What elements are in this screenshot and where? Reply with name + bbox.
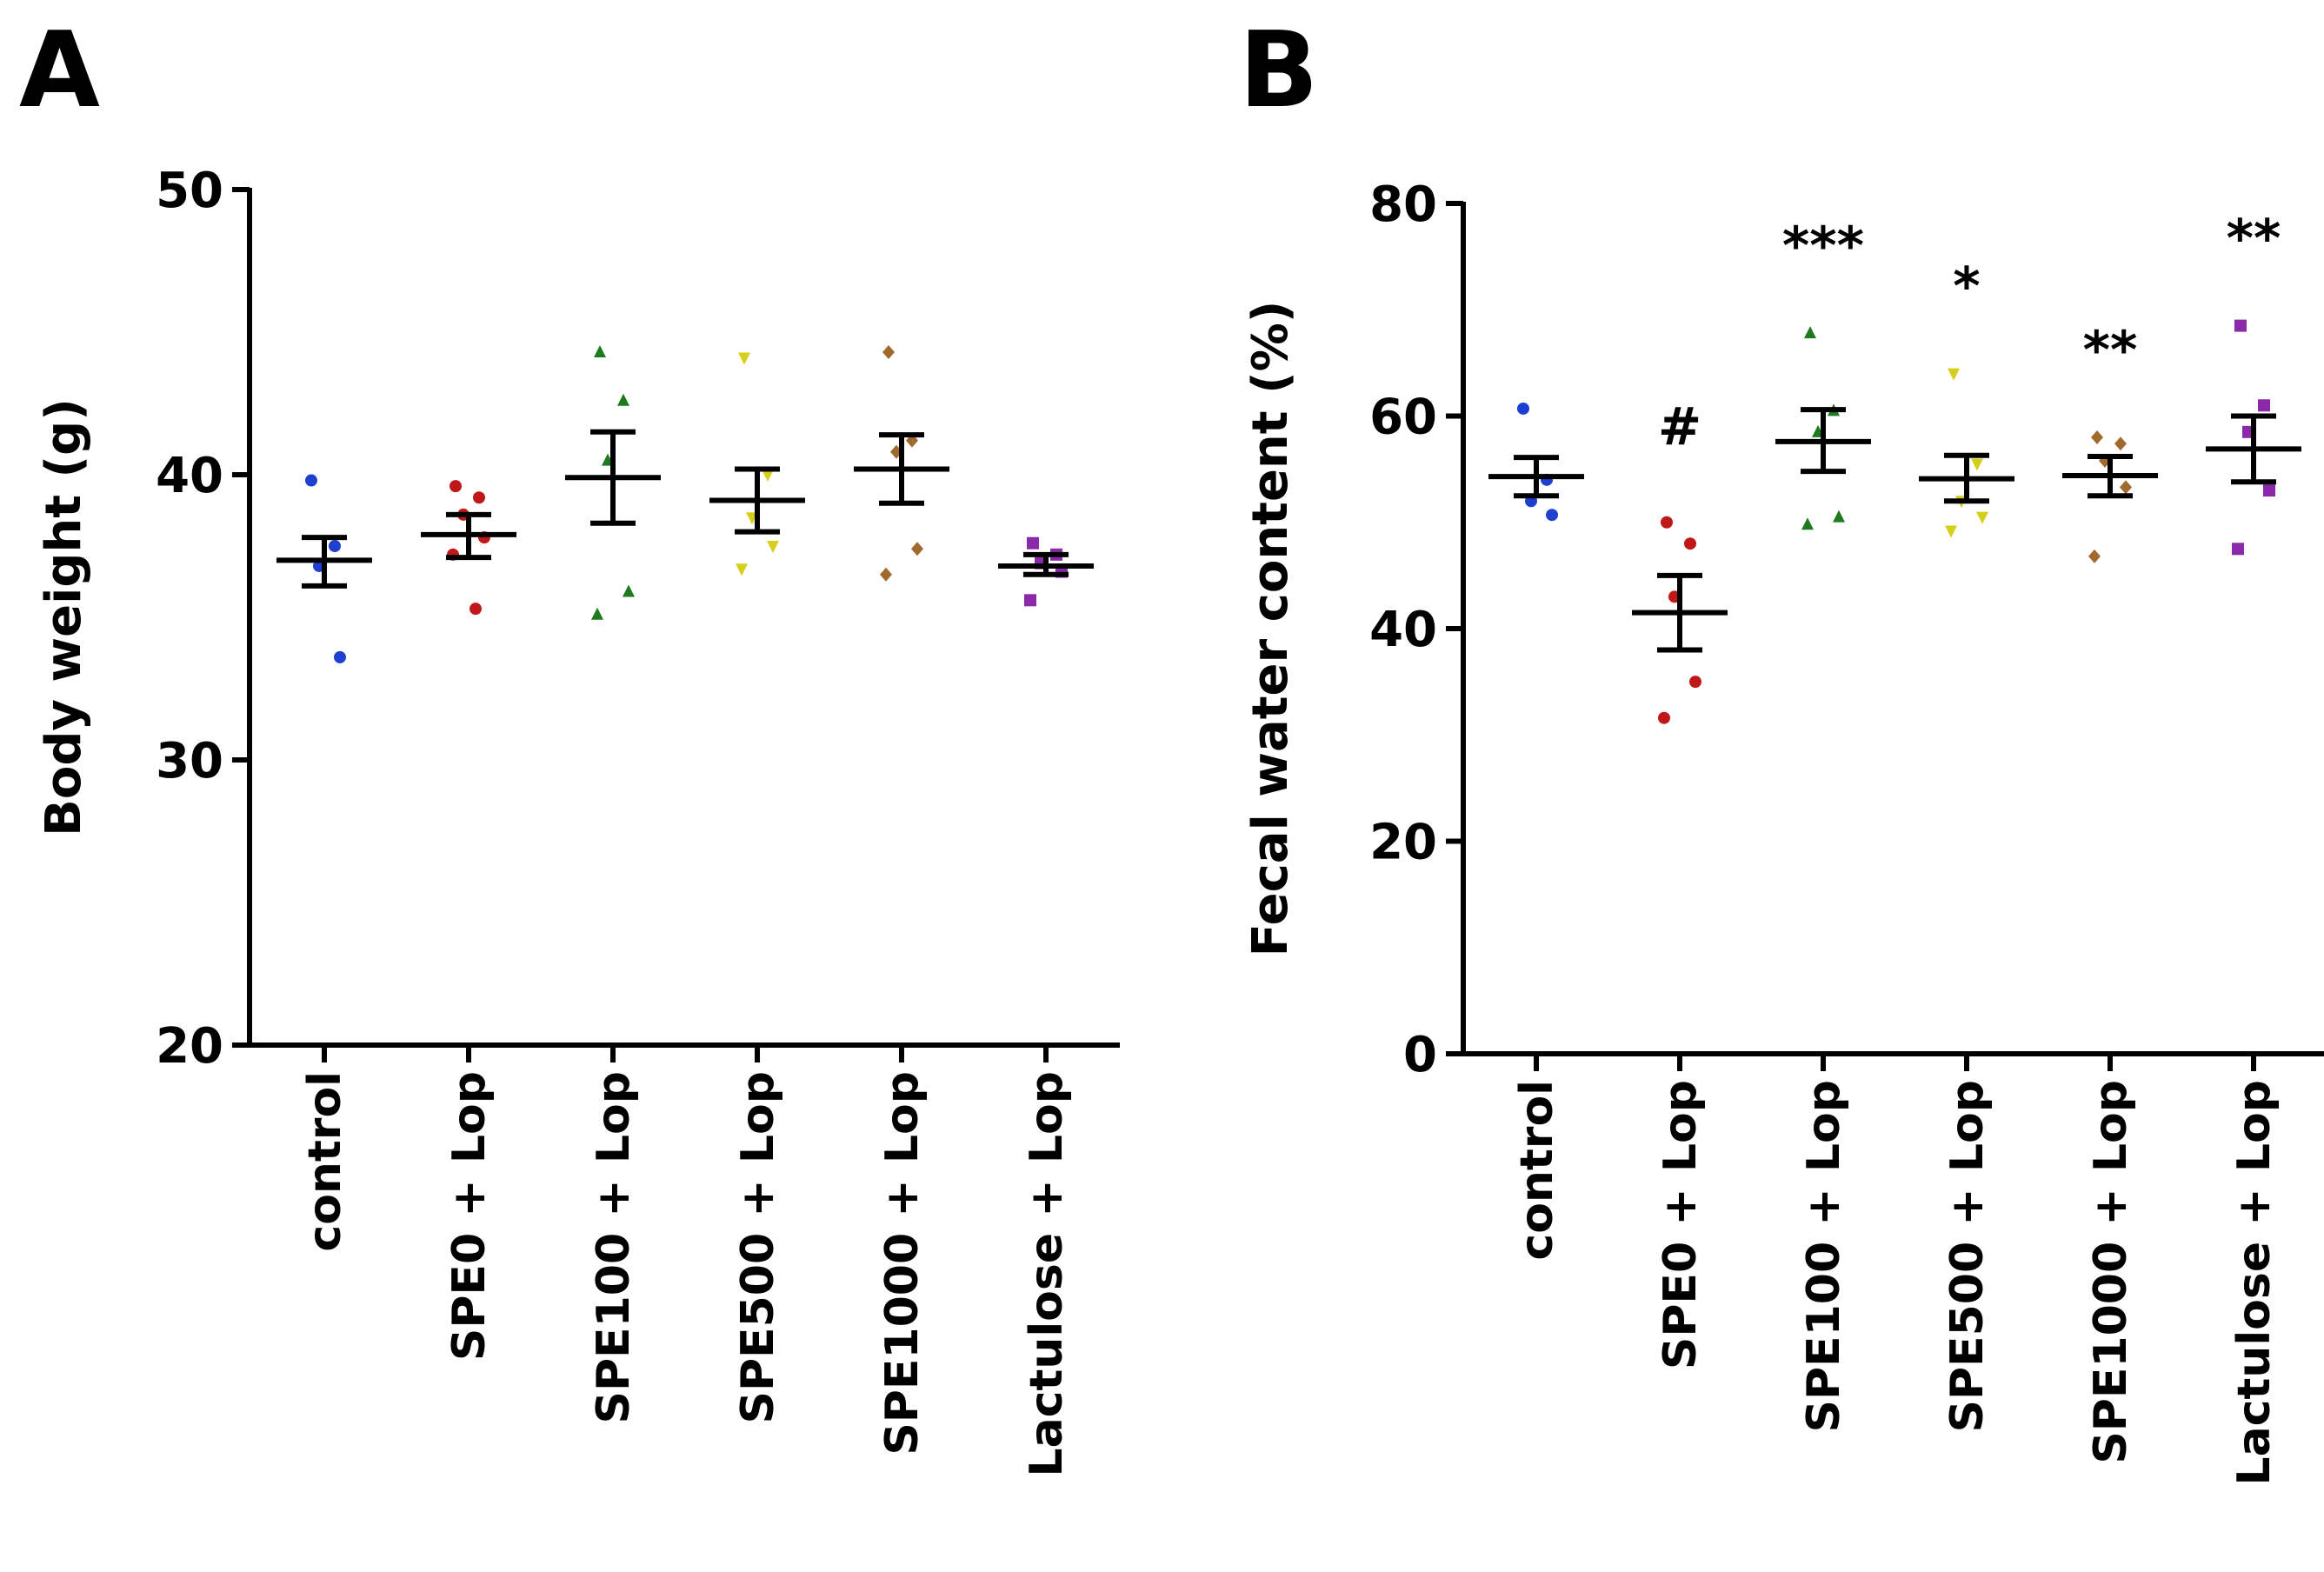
data-point [882,344,895,359]
data-point [2234,319,2247,332]
x-category-label: SPE100 + Lop [1798,1080,1850,1433]
x-category-label: SPE100 + Lop [588,1071,640,1424]
y-tick-label: 30 [156,733,223,789]
data-point [2263,484,2275,497]
significance-mark: * [1953,256,1980,317]
x-category-label: SPE500 + Lop [732,1071,784,1424]
data-point [1658,711,1670,724]
data-point [2120,480,2132,495]
data-point [329,540,341,552]
x-category-label: SPE0 + Lop [443,1071,496,1361]
data-point [2091,430,2103,444]
data-point [617,393,629,406]
data-point [1517,402,1529,415]
x-category-label: SPE1000 + Lop [2085,1080,2137,1464]
data-point [594,344,606,357]
x-category-label: Lactulose + Lop [1021,1071,1073,1477]
data-point [1971,458,1983,471]
y-axis-title: Fecal water content (%) [1242,301,1299,957]
x-category-label: SPE1000 + Lop [876,1071,929,1455]
y-tick-label: 40 [156,448,223,504]
y-tick-label: 40 [1369,602,1437,658]
data-point [591,607,603,620]
y-tick-label: 60 [1369,390,1437,446]
significance-mark: *** [1782,216,1864,276]
data-point [1804,326,1816,339]
data-point [1546,509,1558,522]
y-tick-label: 50 [156,163,223,219]
panel-b: B 0 20 40 60 80 Fecal water content (%) control… [1239,10,2324,1486]
data-point [762,470,774,482]
data-point [1948,368,1960,381]
data-point [880,567,892,582]
panel-letter: B [1239,10,1318,131]
data-point [736,563,748,576]
y-tick-label: 80 [1369,177,1437,233]
data-point [738,352,750,365]
panel-a: A 20 30 40 50 Body weight (g) control SPE0 + Lo… [19,10,1120,1477]
data-point [911,542,923,556]
x-category-label: control [299,1071,351,1252]
data-point [2232,543,2244,556]
data-point [1684,537,1696,550]
data-point [2258,399,2270,412]
data-point [2114,436,2127,451]
y-axis-title: Body weight (g) [36,398,92,836]
panel-letter: A [19,10,100,131]
x-category-label: SPE0 + Lop [1655,1080,1707,1369]
data-point [469,603,482,616]
significance-mark: # [1658,396,1701,457]
data-point [1024,594,1036,607]
data-point [1833,510,1845,523]
data-point [1801,517,1814,530]
data-point [1976,511,1988,524]
significance-mark: ** [2083,320,2138,381]
data-point [449,480,462,493]
x-category-label: SPE500 + Lop [1941,1080,1994,1433]
data-point [623,584,635,597]
data-point [1661,516,1673,529]
data-point [305,474,317,487]
data-point [473,491,485,504]
data-point [1689,676,1701,689]
x-category-label: control [1511,1080,1563,1261]
data-point [334,650,346,663]
data-point [767,541,779,553]
y-tick-label: 0 [1403,1027,1437,1083]
x-category-label: Lactulose + Lop [2228,1080,2281,1486]
data-point [1945,525,1957,538]
y-tick-label: 20 [1369,815,1437,871]
data-point [2088,549,2101,563]
significance-mark: ** [2227,209,2281,270]
data-point [1027,536,1039,550]
y-tick-label: 20 [156,1018,223,1075]
